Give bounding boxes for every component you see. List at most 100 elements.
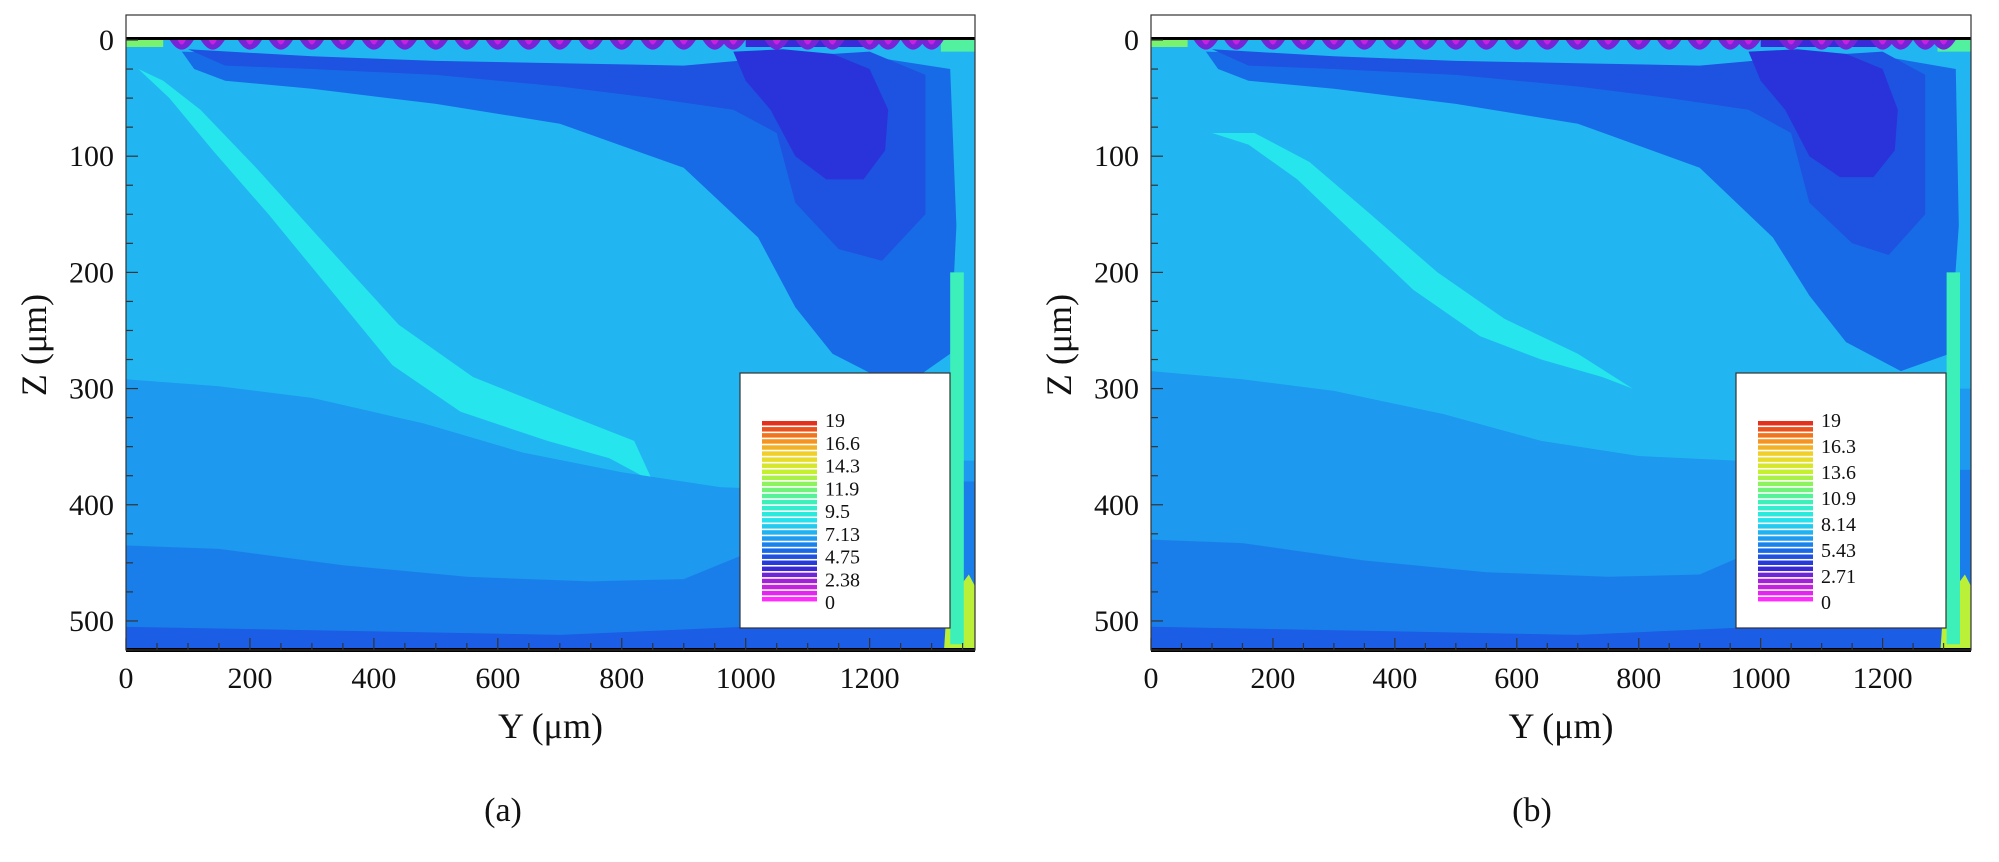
- contour-region-4: [138, 69, 653, 482]
- surface-notch-1: [200, 40, 225, 50]
- surface-notch-20: [1809, 40, 1834, 50]
- surface-notch-core-20: [803, 40, 812, 45]
- surface-notch-core-2: [245, 40, 254, 45]
- surface-notch-core-19: [1787, 40, 1796, 45]
- legend-swatch-4: [762, 445, 817, 450]
- x-tick-label-6: 1200: [840, 662, 900, 695]
- legend-swatch-27: [1758, 584, 1813, 590]
- y-tick-label-1: 100: [1094, 140, 1139, 173]
- surface-notch-core-8: [431, 40, 440, 45]
- legend-label-4: 8.14: [1821, 514, 1856, 536]
- surface-notch-core-15: [1665, 40, 1674, 45]
- contour-region-3: [733, 49, 889, 180]
- surface-notch-16: [671, 40, 696, 50]
- legend-swatch-21: [1758, 548, 1813, 553]
- legend-swatch-19: [762, 536, 817, 541]
- legend-swatch-9: [1758, 475, 1813, 481]
- surface-notch-3: [268, 40, 293, 50]
- surface-notch-core-16: [1695, 40, 1704, 45]
- legend-swatch-5: [1758, 451, 1813, 456]
- y-tick-label-0: 0: [1124, 24, 1139, 57]
- legend-swatch-11: [762, 487, 817, 493]
- legend-label-0: 19: [825, 410, 845, 432]
- contour-region-7: [126, 609, 975, 650]
- legend-swatch-1: [762, 427, 817, 432]
- plot-frame: [125, 14, 976, 651]
- legend-swatch-14: [1758, 505, 1813, 511]
- legend-swatch-13: [1758, 499, 1813, 505]
- surface-notch-3: [1291, 40, 1316, 50]
- surface-notch-core-23: [884, 40, 893, 45]
- legend-swatch-2: [762, 433, 817, 438]
- legend-swatch-19: [1758, 536, 1813, 541]
- legend-swatch-7: [1758, 463, 1813, 468]
- y-tick-label-5: 500: [69, 605, 114, 638]
- y-tick-label-1: 100: [69, 140, 114, 173]
- legend-swatch-9: [762, 475, 817, 481]
- surface-notch-17: [702, 40, 727, 50]
- legend-swatch-0: [1758, 421, 1813, 426]
- surface-notch-core-9: [1482, 40, 1491, 45]
- legend-swatch-11: [1758, 487, 1813, 493]
- legend-swatch-20: [762, 542, 817, 547]
- legend-swatch-8: [1758, 469, 1813, 474]
- legend-swatch-3: [762, 439, 817, 444]
- surface-line: [1151, 37, 1971, 40]
- y-tick-label-4: 400: [1094, 489, 1139, 522]
- legend-swatch-13: [762, 499, 817, 505]
- y-tick-label-3: 300: [69, 373, 114, 406]
- contour-region-2: [1212, 49, 1926, 255]
- legend-swatch-6: [762, 457, 817, 462]
- legend-label-6: 4.75: [825, 547, 860, 569]
- y-tick-label-2: 200: [69, 256, 114, 289]
- x-tick-label-4: 800: [1616, 662, 1661, 695]
- surface-notch-core-21: [828, 40, 837, 45]
- surface-notch-13: [578, 40, 603, 50]
- surface-notch-core-13: [586, 40, 595, 45]
- surface-notch-21: [1834, 40, 1859, 50]
- surface-notch-19: [764, 40, 789, 50]
- legend-label-7: 2.38: [825, 569, 860, 591]
- y-axis-label: Z (μm): [1039, 294, 1079, 396]
- legend-swatch-28: [762, 590, 817, 596]
- surface-notch-core-14: [1634, 40, 1643, 45]
- legend-label-2: 14.3: [825, 456, 860, 478]
- legend-swatch-4: [1758, 445, 1813, 450]
- legend-swatch-26: [1758, 578, 1813, 584]
- surface-notch-core-6: [369, 40, 378, 45]
- contour-region-3: [1748, 49, 1898, 178]
- x-tick-label-0: 0: [119, 662, 134, 695]
- legend-swatch-17: [762, 524, 817, 529]
- contour-region-9: [950, 272, 964, 645]
- surface-notch-7: [392, 40, 417, 50]
- surface-notch-21: [820, 40, 845, 50]
- colorbar-legend: 19 16.3 13.6 10.9 8.14 5.43 2.71 0: [1735, 372, 1947, 629]
- legend-swatch-28: [1758, 590, 1813, 596]
- y-tick-label-0: 0: [99, 24, 114, 57]
- legend-swatch-25: [1758, 572, 1813, 578]
- legend-swatch-22: [762, 554, 817, 559]
- surface-notch-0: [169, 40, 194, 50]
- legend-swatch-18: [1758, 530, 1813, 535]
- legend-label-3: 10.9: [1821, 488, 1856, 510]
- surface-notch-core-1: [208, 40, 217, 45]
- surface-notch-core-24: [1921, 40, 1930, 45]
- surface-notch-5: [330, 40, 355, 50]
- surface-notch-14: [1626, 40, 1651, 50]
- surface-notch-6: [361, 40, 386, 50]
- surface-notch-10: [485, 40, 510, 50]
- y-axis-label: Z (μm): [14, 294, 54, 396]
- legend-label-3: 11.9: [825, 478, 859, 500]
- surface-notch-14: [609, 40, 634, 50]
- legend-swatch-1: [1758, 427, 1813, 432]
- contour-region-11: [940, 40, 975, 52]
- legend-swatch-6: [1758, 457, 1813, 462]
- legend-label-7: 0: [1821, 592, 1831, 614]
- surface-notch-core-6: [1390, 40, 1399, 45]
- contour-region-2: [188, 49, 926, 261]
- contour-region-10: [126, 40, 164, 47]
- surface-notch-23: [876, 40, 901, 50]
- legend-swatch-14: [762, 505, 817, 511]
- surface-notch-core-10: [493, 40, 502, 45]
